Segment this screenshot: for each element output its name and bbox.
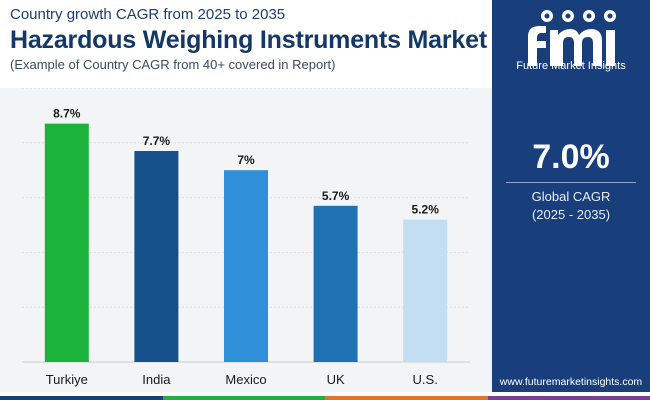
bar-india	[134, 151, 179, 362]
bar-uk	[313, 205, 358, 362]
chart-subtitle: Country growth CAGR from 2025 to 2035	[10, 6, 286, 23]
bar-chart: 8.7% Turkiye 7.7% India 7% Mexico 5.7% UK 5.2% U.…	[22, 88, 470, 387]
bottom-color-strip	[0, 396, 650, 400]
bar-u-s-	[403, 219, 448, 362]
x-tick-label: India	[142, 372, 171, 387]
global-cagr-label: Global CAGR	[531, 189, 611, 204]
strip-segment	[162, 396, 325, 400]
global-cagr-period: (2025 - 2035)	[531, 207, 611, 222]
strip-segment	[325, 396, 488, 400]
x-tick-label: Turkiye	[46, 372, 88, 387]
data-label: 7%	[237, 153, 255, 167]
chart-area: 8.7% Turkiye 7.7% India 7% Mexico 5.7% UK 5.2% U.…	[0, 88, 492, 392]
x-tick-label: Mexico	[225, 372, 266, 387]
data-label: 5.7%	[322, 189, 350, 203]
data-label: 8.7%	[53, 107, 81, 121]
data-label: 5.2%	[412, 203, 440, 217]
x-tick-label: UK	[327, 372, 345, 387]
chart-title: Hazardous Weighing Instruments Market	[10, 26, 487, 54]
global-cagr-value: 7.0%	[532, 138, 610, 176]
x-tick-label: U.S.	[413, 372, 438, 387]
sidebar: Future Market Insights 7.0% Global CAGR …	[492, 0, 650, 392]
header: Country growth CAGR from 2025 to 2035 Ha…	[0, 0, 492, 88]
website-link[interactable]: www.futuremarketinsights.com	[499, 376, 643, 388]
data-label: 7.7%	[143, 134, 171, 148]
bar-mexico	[224, 170, 268, 362]
fmi-logo-icon	[528, 10, 616, 66]
strip-segment	[487, 396, 650, 400]
chart-note: (Example of Country CAGR from 40+ covere…	[10, 57, 336, 72]
bar-turkiye	[44, 123, 89, 362]
logo-text: Future Market Insights	[516, 60, 626, 72]
strip-segment	[0, 396, 163, 400]
divider	[506, 182, 636, 183]
